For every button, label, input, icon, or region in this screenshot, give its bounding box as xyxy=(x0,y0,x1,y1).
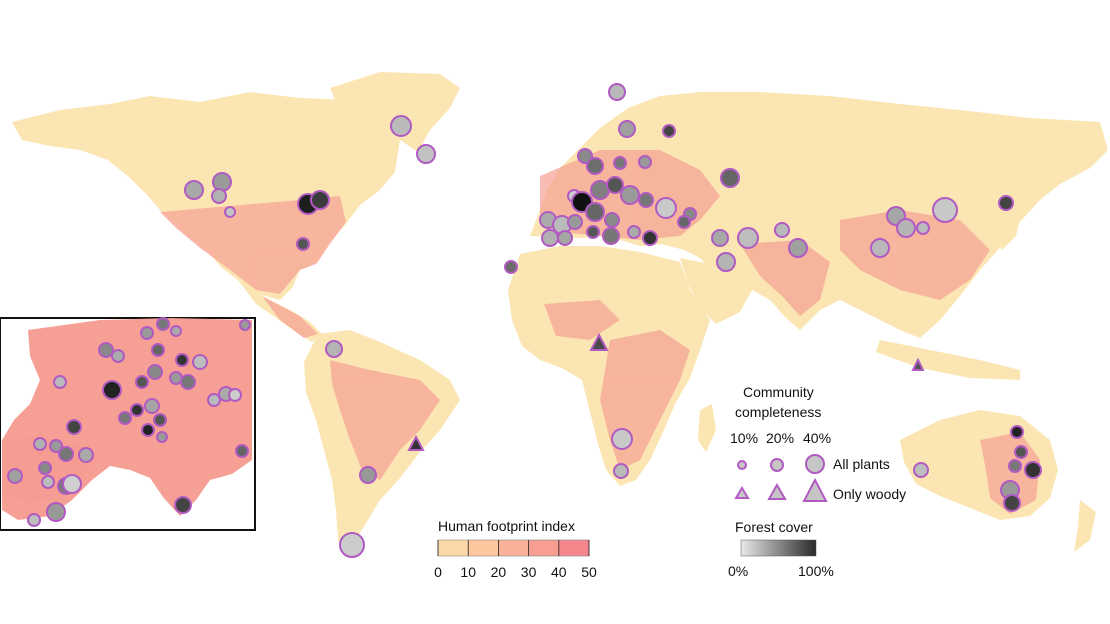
site-marker xyxy=(896,218,916,238)
site-marker xyxy=(998,195,1014,211)
site-marker xyxy=(627,225,641,239)
site-marker xyxy=(711,229,729,247)
forest-max-label: 100% xyxy=(798,563,834,579)
site-marker xyxy=(567,214,583,230)
site-marker xyxy=(611,428,633,450)
legend-size-20: 20% xyxy=(766,430,794,446)
community-completeness-legend: Community completeness 10% 20% 40% All p… xyxy=(730,384,906,502)
site-marker xyxy=(541,229,559,247)
site-marker xyxy=(774,222,790,238)
site-marker xyxy=(359,466,377,484)
site-marker xyxy=(577,148,593,164)
footprint-tick-label: 10 xyxy=(460,564,476,580)
human-footprint-high xyxy=(160,150,1040,514)
site-marker xyxy=(737,227,759,249)
site-marker xyxy=(916,221,930,235)
site-marker xyxy=(586,225,600,239)
site-marker xyxy=(585,202,605,222)
site-marker xyxy=(390,115,412,137)
site-marker xyxy=(613,156,627,170)
site-marker xyxy=(325,340,343,358)
site-marker xyxy=(211,188,227,204)
footprint-colorbar xyxy=(437,539,590,557)
site-marker xyxy=(613,463,629,479)
footprint-tick-label: 50 xyxy=(581,564,597,580)
site-marker xyxy=(586,157,604,175)
site-marker xyxy=(604,212,620,228)
footprint-legend-title: Human footprint index xyxy=(438,518,575,534)
legend-circle-medium xyxy=(770,458,784,472)
site-marker xyxy=(1024,461,1042,479)
site-markers-all-plants xyxy=(184,83,1042,558)
legend-size-40: 40% xyxy=(803,430,831,446)
site-marker xyxy=(870,238,890,258)
legend-title-line1: Community xyxy=(743,384,814,400)
site-marker xyxy=(296,237,310,251)
legend-only-woody: Only woody xyxy=(833,486,906,502)
forest-cover-legend: Forest cover 0% 100% xyxy=(728,519,834,579)
footprint-ticks: 0 10 20 30 40 50 xyxy=(434,540,597,580)
legend-triangle-medium xyxy=(767,482,787,500)
site-marker xyxy=(1008,459,1022,473)
site-marker xyxy=(606,176,624,194)
site-marker xyxy=(339,532,365,558)
legend-triangle-small xyxy=(734,486,750,499)
legend-all-plants: All plants xyxy=(833,456,890,472)
site-marker xyxy=(642,230,658,246)
forest-colorbar xyxy=(740,539,817,557)
site-marker xyxy=(224,206,236,218)
site-marker xyxy=(618,120,636,138)
forest-legend-title: Forest cover xyxy=(735,519,813,535)
site-marker xyxy=(932,197,958,223)
site-marker xyxy=(655,197,677,219)
site-marker xyxy=(1010,425,1024,439)
site-marker xyxy=(504,260,518,274)
site-marker xyxy=(212,172,232,192)
footprint-tick-label: 20 xyxy=(491,564,507,580)
site-marker xyxy=(557,230,573,246)
footprint-swatch xyxy=(468,540,499,556)
site-marker xyxy=(662,124,676,138)
legend-triangle-large xyxy=(802,477,828,502)
site-marker xyxy=(677,215,691,229)
site-marker-triangle xyxy=(589,332,609,351)
site-marker xyxy=(913,462,929,478)
legend-circle-large xyxy=(805,454,825,474)
site-marker xyxy=(1003,494,1021,512)
legend-size-10: 10% xyxy=(730,430,758,446)
site-marker xyxy=(638,155,652,169)
site-markers-only-woody xyxy=(407,332,925,451)
footprint-tick-label: 30 xyxy=(521,564,537,580)
site-marker xyxy=(720,168,740,188)
footprint-tick-label: 0 xyxy=(434,564,442,580)
site-marker xyxy=(602,227,620,245)
human-footprint-legend: Human footprint index 0 10 20 30 40 50 xyxy=(434,518,597,580)
site-marker-triangle xyxy=(911,357,925,371)
footprint-swatch xyxy=(498,540,529,556)
site-marker xyxy=(310,190,330,210)
footprint-swatch xyxy=(558,540,589,556)
footprint-swatch xyxy=(528,540,559,556)
forest-min-label: 0% xyxy=(728,563,748,579)
site-marker xyxy=(638,192,654,208)
inset-markers xyxy=(7,317,251,527)
site-marker xyxy=(1014,445,1028,459)
site-marker xyxy=(184,180,204,200)
site-marker xyxy=(788,238,808,258)
site-marker xyxy=(716,252,736,272)
legend-circle-small xyxy=(737,460,747,470)
site-marker xyxy=(416,144,436,164)
site-marker xyxy=(620,185,640,205)
footprint-tick-label: 40 xyxy=(551,564,567,580)
site-marker xyxy=(608,83,626,101)
footprint-swatch xyxy=(438,540,469,556)
site-marker-triangle xyxy=(407,434,425,451)
legend-title-line2: completeness xyxy=(735,404,821,420)
